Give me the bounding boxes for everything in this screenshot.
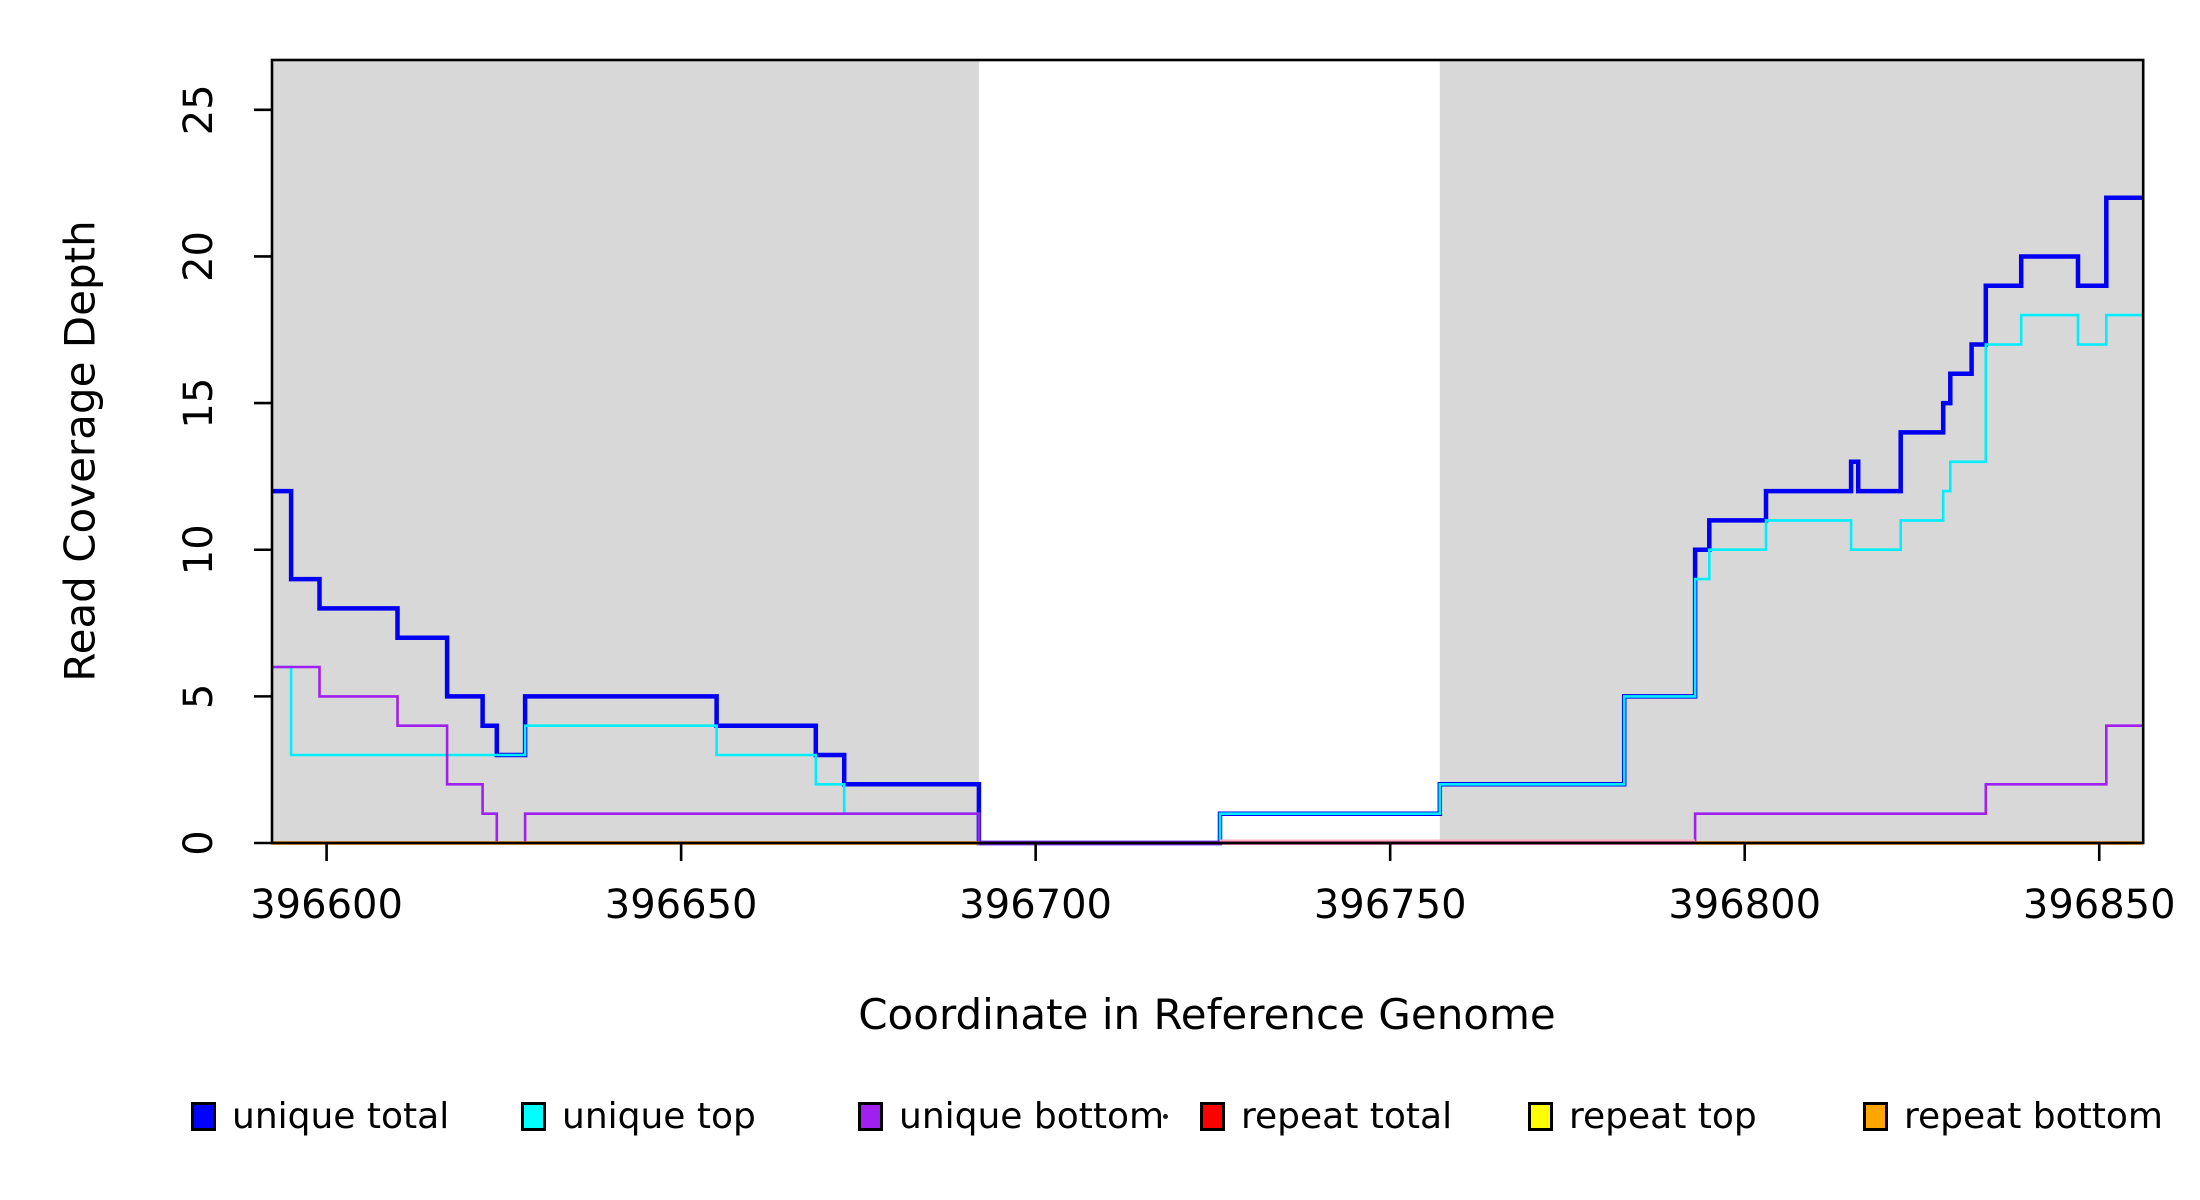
x-tick-label: 396700 xyxy=(959,882,1112,928)
shaded-region-1 xyxy=(1439,61,2144,842)
y-tick-label: 10 xyxy=(176,524,222,575)
x-tick-label: 396750 xyxy=(1314,882,1467,928)
x-tick-label: 396600 xyxy=(250,882,403,928)
legend-item-repeat-top: repeat top xyxy=(1528,1096,1757,1137)
legend-swatch-icon xyxy=(858,1102,883,1131)
x-tick-label: 396850 xyxy=(2023,882,2176,928)
legend-swatch-icon xyxy=(1528,1102,1553,1131)
y-tick-label: 20 xyxy=(176,231,222,282)
stray-dot xyxy=(1163,1114,1168,1119)
x-tick-label: 396650 xyxy=(605,882,758,928)
legend-swatch-icon xyxy=(1200,1102,1225,1131)
legend: unique total unique top unique bottom repea… xyxy=(0,1096,2200,1156)
x-tick-label: 396800 xyxy=(1668,882,1821,928)
y-tick-label: 15 xyxy=(176,378,222,429)
legend-label: unique bottom xyxy=(899,1096,1165,1137)
y-axis-title: Read Coverage Depth xyxy=(55,220,105,682)
legend-item-unique-total: unique total xyxy=(191,1096,449,1137)
y-tick-label: 0 xyxy=(176,830,222,855)
legend-label: repeat total xyxy=(1241,1096,1453,1137)
legend-swatch-icon xyxy=(191,1102,216,1131)
plot-border xyxy=(270,58,2145,845)
series-unique-top xyxy=(272,313,2144,845)
shaded-region-0 xyxy=(272,61,979,842)
x-axis-title: Coordinate in Reference Genome xyxy=(858,990,1556,1039)
legend-item-repeat-total: repeat total xyxy=(1200,1096,1452,1137)
legend-swatch-icon xyxy=(521,1102,546,1131)
legend-label: repeat bottom xyxy=(1904,1096,2163,1137)
legend-swatch-icon xyxy=(1863,1102,1888,1131)
legend-label: unique top xyxy=(562,1096,756,1137)
legend-label: repeat top xyxy=(1569,1096,1757,1137)
legend-label: unique total xyxy=(232,1096,450,1137)
y-tick-label: 5 xyxy=(176,684,222,709)
legend-item-repeat-bottom: repeat bottom xyxy=(1863,1096,2163,1137)
legend-item-unique-bottom: unique bottom xyxy=(858,1096,1164,1137)
legend-item-unique-top: unique top xyxy=(521,1096,756,1137)
y-tick-label: 25 xyxy=(176,84,222,135)
